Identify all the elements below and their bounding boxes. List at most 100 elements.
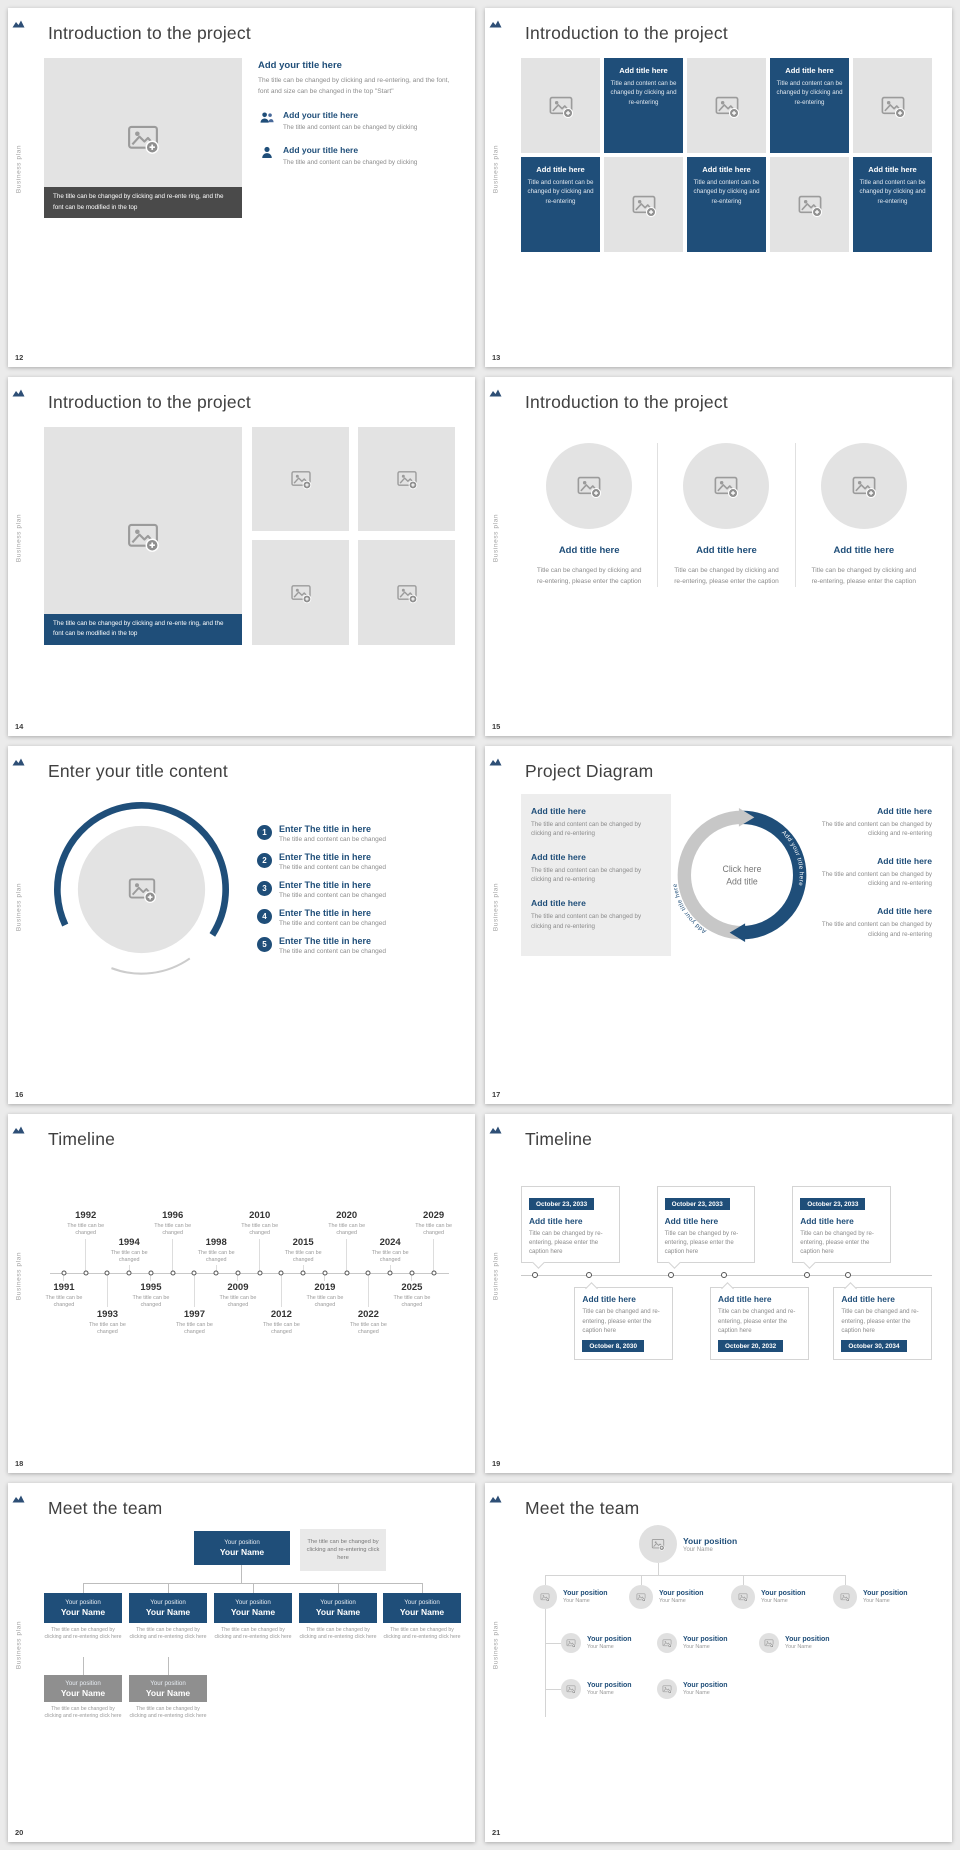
slide-17-thumbnail[interactable]: Business plan 17 Project Diagram Add tit…	[485, 745, 952, 1105]
brand-logo-icon	[12, 384, 25, 397]
image-placeholder-icon	[797, 192, 823, 218]
image-placeholder-icon	[548, 93, 574, 119]
member-name: Your Name	[785, 1644, 812, 1651]
timeline-caption: The title can be changed	[45, 1295, 83, 1309]
text-cell: Add title here Title and content can be c…	[853, 157, 932, 252]
item-body: The title and content can be changed by …	[821, 921, 932, 938]
image-placeholder-icon	[880, 93, 906, 119]
content-item: Add your title here The title and conten…	[258, 145, 455, 168]
timeline-year: 2029	[423, 1210, 445, 1222]
connector-line	[545, 1689, 561, 1691]
org-member: Your position Your Name	[533, 1585, 608, 1610]
connector-line	[641, 1575, 642, 1586]
item-heading: Enter The title in here	[279, 851, 372, 862]
slide-13-thumbnail[interactable]: Business plan 13 Introduction to the pro…	[485, 8, 952, 367]
connector-line	[168, 1657, 169, 1676]
sidebar-brand-text: Business plan	[492, 1620, 500, 1669]
timeline-dot	[668, 1272, 674, 1279]
member-name: Your Name	[145, 1607, 191, 1618]
image-caption: The title can be changed by clicking and…	[44, 187, 242, 218]
page-number: 16	[15, 1090, 24, 1100]
item-body: The title and content can be changed by …	[821, 870, 932, 888]
card-heading: Add title here	[664, 1215, 719, 1226]
image-placeholder	[604, 157, 683, 252]
numbered-item: 4 Enter The title in here The title and c…	[257, 908, 455, 927]
timeline-year: 2019	[314, 1282, 336, 1294]
content-item: Add title here The title and content can …	[531, 806, 661, 839]
number-badge: 4	[257, 908, 272, 924]
right-column: Add title here The title and content can …	[812, 794, 932, 957]
item-body: The title and content can be changed	[279, 919, 386, 927]
connector-line	[545, 1609, 546, 1718]
slide-15-thumbnail[interactable]: Business plan 15 Introduction to the pro…	[485, 376, 952, 736]
org-member-box: Your position Your Name	[299, 1593, 377, 1624]
content-item: Add your title here The title and conten…	[258, 110, 455, 133]
timeline-dot	[387, 1270, 393, 1276]
timeline-dot	[104, 1270, 110, 1276]
image-placeholder-icon	[126, 519, 160, 553]
connector-line	[545, 1575, 546, 1586]
avatar	[657, 1633, 677, 1654]
timeline-dot	[721, 1272, 728, 1279]
slide-sidebar: Business plan 20	[8, 1483, 30, 1842]
brand-logo-icon	[12, 1121, 25, 1134]
slide-21-thumbnail[interactable]: Business plan 21 Meet the team Your posi…	[485, 1483, 952, 1842]
timeline-caption: The title can be changed	[393, 1295, 431, 1309]
member-position: Your position	[683, 1636, 728, 1644]
org-member: Your position Your Name	[833, 1585, 908, 1610]
timeline-year: 1994	[118, 1237, 140, 1249]
image-placeholder	[252, 540, 349, 645]
member-name: Your Name	[683, 1690, 710, 1697]
timeline-year: 1997	[183, 1309, 205, 1321]
card-body: Title can be changed and re-entering, pl…	[582, 1308, 660, 1334]
avatar	[759, 1633, 779, 1654]
slide-title: Meet the team	[48, 1498, 163, 1519]
timeline-dot	[83, 1270, 89, 1276]
connector-line	[545, 1575, 845, 1577]
slide-16-thumbnail[interactable]: Business plan 16 Enter your title conten…	[8, 745, 475, 1105]
date-badge: October 23, 2033	[664, 1198, 730, 1211]
member-name: Your Name	[60, 1607, 106, 1618]
slide-20-thumbnail[interactable]: Business plan 20 Meet the team Your posi…	[8, 1483, 475, 1842]
timeline-year: 1998	[205, 1237, 227, 1249]
slide-19-thumbnail[interactable]: Business plan 19 Timeline October 23, 20…	[485, 1114, 952, 1474]
image-placeholder	[853, 58, 932, 153]
slide-title: Introduction to the project	[525, 391, 728, 412]
person-icon	[258, 145, 276, 160]
text-cell: Add title here Title and content can be c…	[770, 58, 849, 153]
card-body: Title can be changed by re-entering, ple…	[529, 1229, 603, 1256]
timeline-dot	[532, 1272, 539, 1279]
slide-14-thumbnail[interactable]: Business plan 14 Introduction to the pro…	[8, 376, 475, 736]
avatar	[657, 1679, 677, 1700]
center-label-line1: Click here	[722, 864, 761, 874]
timeline-dot	[170, 1270, 176, 1276]
item-heading: Add your title here	[283, 144, 359, 155]
image-placeholder-icon	[764, 1638, 774, 1648]
image-placeholder	[683, 442, 770, 529]
member-position: Your position	[65, 1599, 101, 1607]
content-item: Add title here The title and content can …	[812, 856, 932, 889]
timeline: 1991 The title can be changed 1992 The tit…	[46, 1152, 453, 1394]
item-body: The title and content can be changed by …	[821, 820, 932, 838]
brand-logo-icon	[12, 15, 25, 28]
image-placeholder-icon	[566, 1638, 576, 1648]
number-badge: 1	[257, 824, 272, 840]
slide-12-thumbnail[interactable]: Business plan 12 Introduction to the pro…	[8, 8, 475, 367]
cycle-diagram: Click here Add title Add your title here…	[671, 794, 812, 957]
image-placeholder-icon	[662, 1684, 672, 1694]
item-body: The title and content can be changed by …	[531, 913, 642, 930]
image-placeholder-icon	[127, 874, 157, 904]
image-placeholder-icon	[851, 473, 877, 499]
item-heading: Enter The title in here	[279, 935, 372, 946]
slide-18-thumbnail[interactable]: Business plan 18 Timeline 1991 The title …	[8, 1114, 475, 1474]
center-label-line2: Add title	[726, 876, 758, 886]
avatar	[533, 1585, 557, 1610]
timeline-dot	[344, 1270, 350, 1276]
timeline-year: 1993	[96, 1309, 119, 1321]
timeline-dot	[803, 1272, 810, 1279]
member-position: Your position	[150, 1599, 186, 1607]
member-position: Your position	[320, 1599, 356, 1607]
slide-title: Introduction to the project	[525, 23, 728, 43]
image-placeholder: The title can be changed by clicking and…	[44, 58, 242, 218]
card-heading: Add title here	[529, 1215, 583, 1226]
